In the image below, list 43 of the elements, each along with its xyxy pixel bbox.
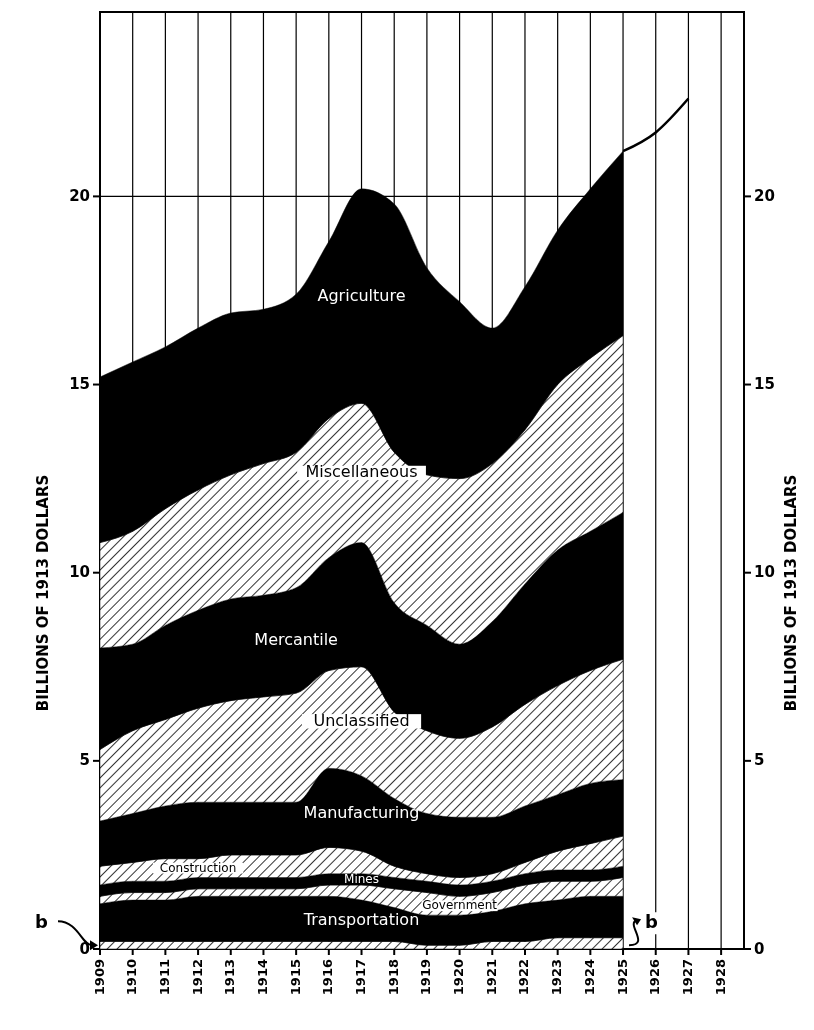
y-tick-label: 15 [69, 375, 90, 394]
x-tick-label: 1910 [124, 959, 140, 996]
x-tick-label: 1924 [581, 959, 597, 996]
series-label: Agriculture [317, 285, 406, 305]
x-tick-label: 1923 [549, 959, 565, 996]
y2-axis-title: BILLIONS OF 1913 DOLLARS [782, 474, 800, 712]
x-tick-label: 1925 [614, 959, 630, 996]
x-tick-label: 1928 [712, 959, 728, 996]
y2-tick-label: 5 [754, 751, 765, 770]
y2-tick-label: 15 [754, 375, 775, 394]
x-tick-label: 1913 [222, 959, 238, 996]
y-tick-label: 0 [79, 939, 90, 958]
y2-tick-label: 0 [754, 939, 765, 958]
series-label: Miscellaneous [305, 462, 418, 482]
series-label: Manufacturing [303, 803, 420, 823]
series-label: Government [422, 898, 498, 913]
x-tick-label: 1919 [418, 959, 434, 996]
annotation: b [35, 911, 49, 933]
series-label: Transportation [302, 910, 420, 930]
x-tick-label: 1921 [483, 959, 499, 996]
y-axis-title: BILLIONS OF 1913 DOLLARS [34, 474, 52, 712]
x-tick-label: 1918 [385, 959, 401, 996]
y2-tick-label: 10 [754, 563, 775, 582]
x-tick-label: 1912 [189, 959, 205, 996]
series-label: Unclassified [313, 710, 410, 730]
y-tick-label: 20 [69, 186, 90, 205]
x-tick-label: 1915 [287, 959, 303, 996]
y-tick-label: 10 [69, 563, 90, 582]
x-tick-label: 1911 [156, 959, 172, 996]
x-tick-label: 1916 [320, 959, 336, 996]
x-tick-label: 1922 [516, 959, 532, 996]
series-label: Construction [159, 860, 237, 875]
series-label: Mines [344, 871, 379, 886]
x-tick-label: 1927 [679, 959, 695, 996]
x-tick-label: 1917 [353, 959, 369, 996]
series-label: Mercantile [254, 629, 338, 649]
x-tick-label: 1920 [451, 959, 467, 996]
x-tick-label: 1909 [91, 959, 107, 996]
y2-tick-label: 20 [754, 186, 775, 205]
annotation: b [645, 911, 659, 933]
x-tick-label: 1914 [254, 959, 270, 996]
y-tick-label: 5 [79, 751, 90, 770]
x-tick-label: 1926 [647, 959, 663, 996]
